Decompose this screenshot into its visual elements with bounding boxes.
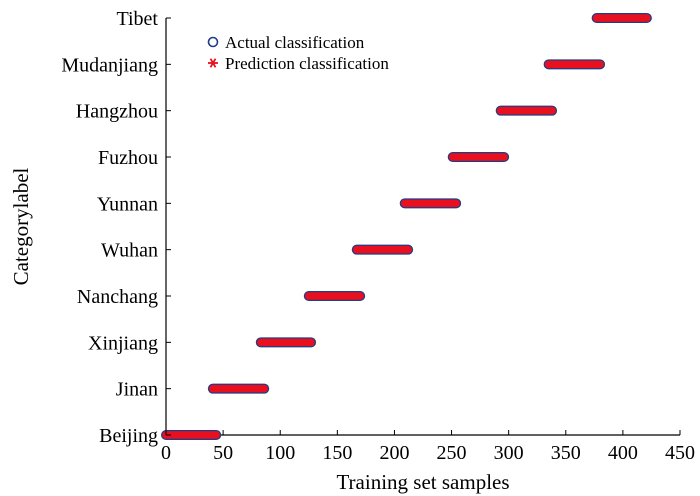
x-tick-label: 350 — [551, 442, 581, 464]
legend-label-prediction: Prediction classification — [225, 54, 389, 73]
chart-marks — [161, 13, 652, 440]
legend: Actual classification Prediction classif… — [207, 33, 389, 73]
x-ticks: 0 50 100 150 200 250 300 350 400 450 — [161, 430, 695, 464]
axes — [165, 18, 680, 436]
y-tick-label: Wuhan — [101, 240, 158, 262]
legend-item-actual: Actual classification — [207, 33, 365, 52]
x-tick-label: 50 — [213, 442, 233, 464]
y-tick-label: Hangzhou — [76, 101, 158, 123]
legend-label-actual: Actual classification — [225, 33, 365, 52]
asterisk-stroke — [209, 58, 217, 68]
y-tick-label: Tibet — [116, 8, 158, 30]
x-tick-label: 300 — [494, 442, 524, 464]
x-tick-label: 0 — [161, 442, 171, 464]
x-tick-label: 100 — [265, 442, 295, 464]
x-tick-label: 250 — [437, 442, 467, 464]
y-tick-label: Nanchang — [77, 286, 158, 308]
x-tick-label: 400 — [608, 442, 638, 464]
y-tick-label: Beijing — [99, 425, 158, 447]
y-tick-label: Yunnan — [97, 193, 158, 215]
legend-item-prediction: Prediction classification — [208, 54, 389, 73]
legend-marker-asterisk — [208, 58, 218, 68]
x-tick-label: 150 — [322, 442, 352, 464]
y-tick-label: Fuzhou — [98, 147, 158, 169]
y-ticks: Beijing Jinan Xinjiang Nanchang Wuhan Yunnan F… — [61, 8, 171, 447]
y-axis-title: Categorylabel — [9, 167, 33, 285]
y-tick-label: Jinan — [116, 379, 158, 401]
x-tick-label: 200 — [379, 442, 409, 464]
y-tick-label: Mudanjiang — [61, 54, 158, 76]
legend-marker-circle — [207, 36, 219, 48]
y-tick-label: Xinjiang — [88, 332, 158, 354]
x-tick-label: 450 — [665, 442, 695, 464]
x-axis-title: Training set samples — [336, 470, 509, 494]
